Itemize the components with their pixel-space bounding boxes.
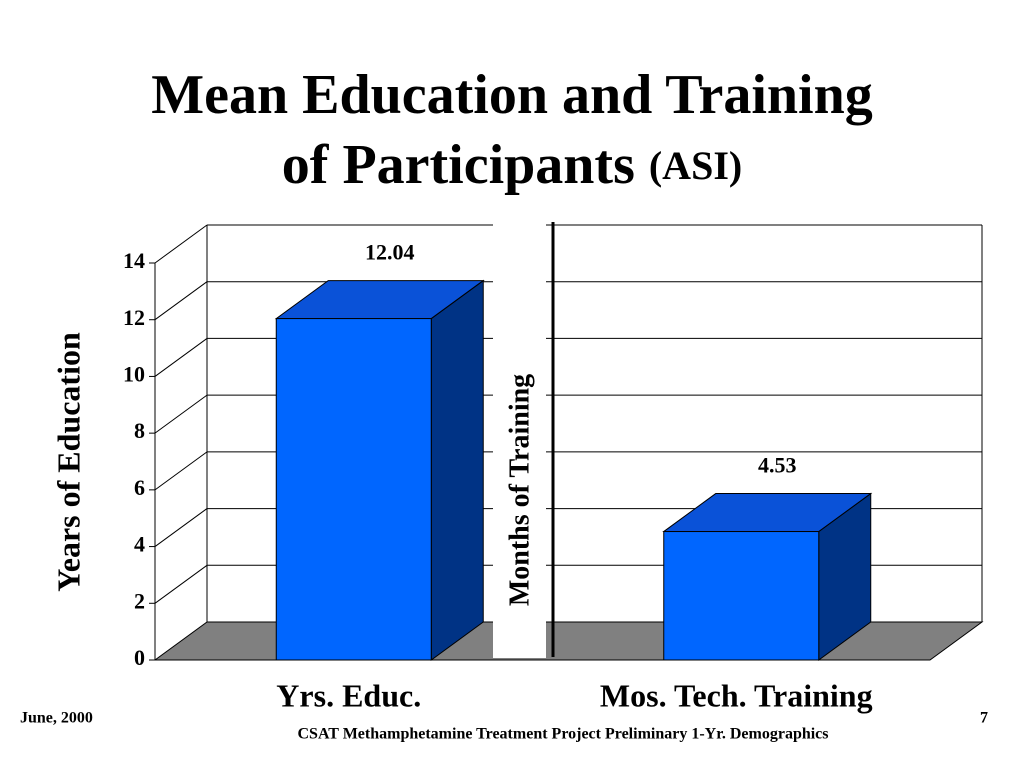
title-line: of Participants (ASI): [282, 134, 742, 196]
divider-panel: [493, 222, 546, 658]
data-label: 12.04: [365, 240, 415, 265]
y-tick-label: 2: [134, 588, 145, 613]
y-axis-label: Years of Education: [50, 332, 86, 592]
grid-line: [154, 564, 208, 604]
footer-page: 7: [980, 710, 988, 727]
grid-line: [154, 394, 208, 434]
y-tick-label: 6: [134, 475, 145, 500]
grid-line: [154, 508, 208, 547]
y2-axis-label: Months of Training: [504, 374, 535, 606]
x-tick-label: Yrs. Educ.: [276, 677, 421, 713]
y-tick-label: 10: [123, 361, 145, 386]
bar: [275, 318, 432, 661]
y-tick-label: 4: [134, 532, 145, 557]
title-text: of Participants: [282, 134, 635, 196]
grid-line: [154, 451, 208, 491]
y-tick-label: 12: [123, 305, 145, 330]
footer-caption: CSAT Methamphetamine Treatment Project P…: [297, 726, 828, 743]
y-tick-label: 0: [134, 645, 145, 670]
y-tick-label: 8: [134, 418, 145, 443]
x-tick-label: Mos. Tech. Training: [600, 677, 873, 713]
grid-line: [154, 224, 208, 264]
title-line: Mean Education and Training: [151, 64, 872, 126]
grid-line: [154, 338, 208, 377]
footer-date: June, 2000: [20, 710, 93, 727]
data-label: 4.53: [758, 453, 797, 478]
bar: [663, 531, 820, 661]
title-suffix: (ASI): [649, 143, 742, 188]
y-tick-label: 14: [123, 248, 145, 273]
grid-line: [154, 281, 208, 321]
bar-side: [430, 279, 484, 661]
